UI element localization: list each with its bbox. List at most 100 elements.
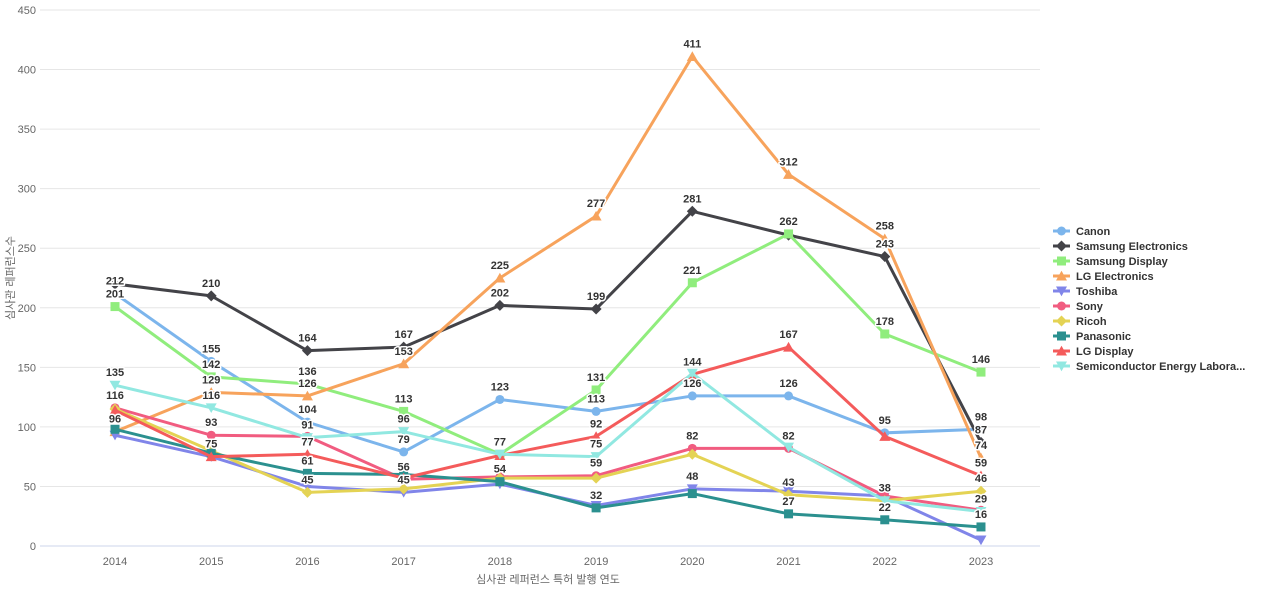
data-point-panasonic-2021[interactable] <box>784 509 794 519</box>
legend-item-lg-electronics[interactable]: LG Electronics <box>1053 270 1154 283</box>
data-point-ricoh-2021[interactable] <box>783 489 795 501</box>
y-axis-tick-labels: 0 50 100 150 200 250 300 350 400 450 <box>18 5 36 553</box>
data-point-semiconductor-energy-labora-2019[interactable] <box>590 452 602 462</box>
data-point-semiconductor-energy-labora-2016[interactable] <box>301 433 313 443</box>
data-label: 136 <box>298 366 316 378</box>
data-label: 87 <box>975 424 987 436</box>
data-point-lg-electronics-2019[interactable] <box>590 210 602 221</box>
data-point-lg-electronics-2021[interactable] <box>783 169 795 179</box>
data-point-samsung-electronics-2018[interactable] <box>494 299 506 311</box>
data-point-lg-display-2016[interactable] <box>301 449 313 459</box>
data-point-samsung-display-2020[interactable] <box>687 278 697 288</box>
legend-label: Canon <box>1076 226 1111 238</box>
data-point-samsung-electronics-2019[interactable] <box>590 303 602 315</box>
data-point-ricoh-2017[interactable] <box>398 483 410 495</box>
data-label: 91 <box>301 420 313 432</box>
data-point-semiconductor-energy-labora-2021[interactable] <box>783 442 795 453</box>
data-point-lg-electronics-2022[interactable] <box>879 233 891 244</box>
data-label: 258 <box>876 221 894 233</box>
data-point-semiconductor-energy-labora-2022[interactable] <box>879 496 891 506</box>
data-point-ricoh-2016[interactable] <box>301 486 313 498</box>
data-point-samsung-electronics-2022[interactable] <box>879 251 891 263</box>
data-point-semiconductor-energy-labora-2020[interactable] <box>686 368 698 379</box>
legend-item-sony[interactable]: Sony <box>1053 301 1104 313</box>
legend-item-toshiba[interactable]: Toshiba <box>1053 286 1118 298</box>
data-point-samsung-display-2022[interactable] <box>880 329 890 339</box>
data-point-canon-2016[interactable] <box>302 417 312 427</box>
data-label: 16 <box>975 509 987 521</box>
series-lg-display <box>109 341 987 483</box>
data-label: 262 <box>779 216 797 228</box>
data-point-lg-display-2017[interactable] <box>398 472 410 483</box>
legend-item-lg-display[interactable]: LG Display <box>1053 345 1134 358</box>
data-point-canon-2021[interactable] <box>784 391 794 401</box>
data-point-semiconductor-energy-labora-2023[interactable] <box>975 506 987 517</box>
data-point-canon-2018[interactable] <box>495 394 505 404</box>
data-point-lg-display-2014[interactable] <box>109 405 121 415</box>
data-point-samsung-electronics-2023[interactable] <box>975 436 987 448</box>
data-point-semiconductor-energy-labora-2018[interactable] <box>494 449 506 460</box>
legend-item-semiconductor-energy-labora[interactable]: Semiconductor Energy Labora... <box>1053 361 1245 373</box>
data-point-samsung-display-2017[interactable] <box>399 406 409 416</box>
data-point-sony-2015[interactable] <box>206 430 216 440</box>
data-point-panasonic-2019[interactable] <box>591 503 601 513</box>
data-point-lg-electronics-2023[interactable] <box>975 452 987 463</box>
data-point-panasonic-2023[interactable] <box>976 522 986 532</box>
data-point-panasonic-2014[interactable] <box>110 424 120 434</box>
data-point-lg-electronics-2018[interactable] <box>494 272 506 283</box>
legend: Canon Samsung Electronics Samsung Display L… <box>1053 226 1245 373</box>
data-point-samsung-electronics-2015[interactable] <box>205 290 217 302</box>
data-point-samsung-electronics-2020[interactable] <box>686 205 698 217</box>
data-point-semiconductor-energy-labora-2017[interactable] <box>398 427 410 437</box>
data-point-lg-electronics-2016[interactable] <box>301 390 313 401</box>
data-point-lg-electronics-2015[interactable] <box>205 387 217 397</box>
legend-item-samsung-display[interactable]: Samsung Display <box>1053 256 1169 268</box>
data-point-samsung-display-2019[interactable] <box>591 385 601 395</box>
data-label: 27 <box>782 496 794 508</box>
data-point-panasonic-2018[interactable] <box>495 477 505 487</box>
legend-item-samsung-electronics[interactable]: Samsung Electronics <box>1053 240 1188 254</box>
data-point-canon-2015[interactable] <box>206 356 216 366</box>
legend-item-canon[interactable]: Canon <box>1053 226 1111 238</box>
data-point-lg-display-2019[interactable] <box>590 431 602 441</box>
data-label: 75 <box>590 439 602 451</box>
data-point-samsung-display-2015[interactable] <box>206 372 216 382</box>
data-point-canon-2014[interactable] <box>110 288 120 298</box>
data-point-semiconductor-energy-labora-2015[interactable] <box>205 403 217 414</box>
data-point-lg-display-2022[interactable] <box>879 431 891 441</box>
data-point-lg-display-2021[interactable] <box>783 341 795 352</box>
series-samsung-display <box>110 229 986 459</box>
data-point-canon-2020[interactable] <box>687 391 697 401</box>
data-point-lg-display-2023[interactable] <box>975 470 987 481</box>
data-point-samsung-display-2021[interactable] <box>784 229 794 239</box>
data-point-canon-2019[interactable] <box>591 406 601 416</box>
data-point-samsung-display-2023[interactable] <box>976 367 986 377</box>
data-point-samsung-display-2014[interactable] <box>110 302 120 312</box>
legend-item-ricoh[interactable]: Ricoh <box>1053 315 1107 329</box>
data-point-ricoh-2023[interactable] <box>975 485 987 497</box>
legend-item-panasonic[interactable]: Panasonic <box>1053 331 1131 343</box>
data-point-toshiba-2023[interactable] <box>975 535 987 546</box>
data-point-lg-electronics-2017[interactable] <box>398 358 410 369</box>
data-point-canon-2023[interactable] <box>976 424 986 434</box>
data-point-lg-electronics-2020[interactable] <box>686 51 698 61</box>
data-point-ricoh-2020[interactable] <box>686 448 698 460</box>
data-label: 411 <box>683 38 701 50</box>
data-point-sony-2020[interactable] <box>687 443 697 453</box>
legend-label: Semiconductor Energy Labora... <box>1076 361 1245 373</box>
data-point-panasonic-2016[interactable] <box>302 468 312 478</box>
data-point-panasonic-2022[interactable] <box>880 515 890 525</box>
data-point-toshiba-2016[interactable] <box>301 481 313 492</box>
data-point-panasonic-2020[interactable] <box>687 489 697 499</box>
legend-marker-circle-icon <box>1057 226 1066 236</box>
data-point-ricoh-2019[interactable] <box>590 472 602 484</box>
data-point-canon-2017[interactable] <box>399 447 409 457</box>
gridlines <box>40 9 1040 547</box>
data-point-semiconductor-energy-labora-2014[interactable] <box>109 380 121 391</box>
data-label: 126 <box>779 378 797 390</box>
data-point-samsung-display-2016[interactable] <box>302 379 312 389</box>
data-point-samsung-electronics-2017[interactable] <box>398 341 410 353</box>
data-point-samsung-electronics-2016[interactable] <box>301 345 313 357</box>
data-point-samsung-electronics-2014[interactable] <box>109 278 121 290</box>
data-point-lg-display-2015[interactable] <box>205 451 217 462</box>
